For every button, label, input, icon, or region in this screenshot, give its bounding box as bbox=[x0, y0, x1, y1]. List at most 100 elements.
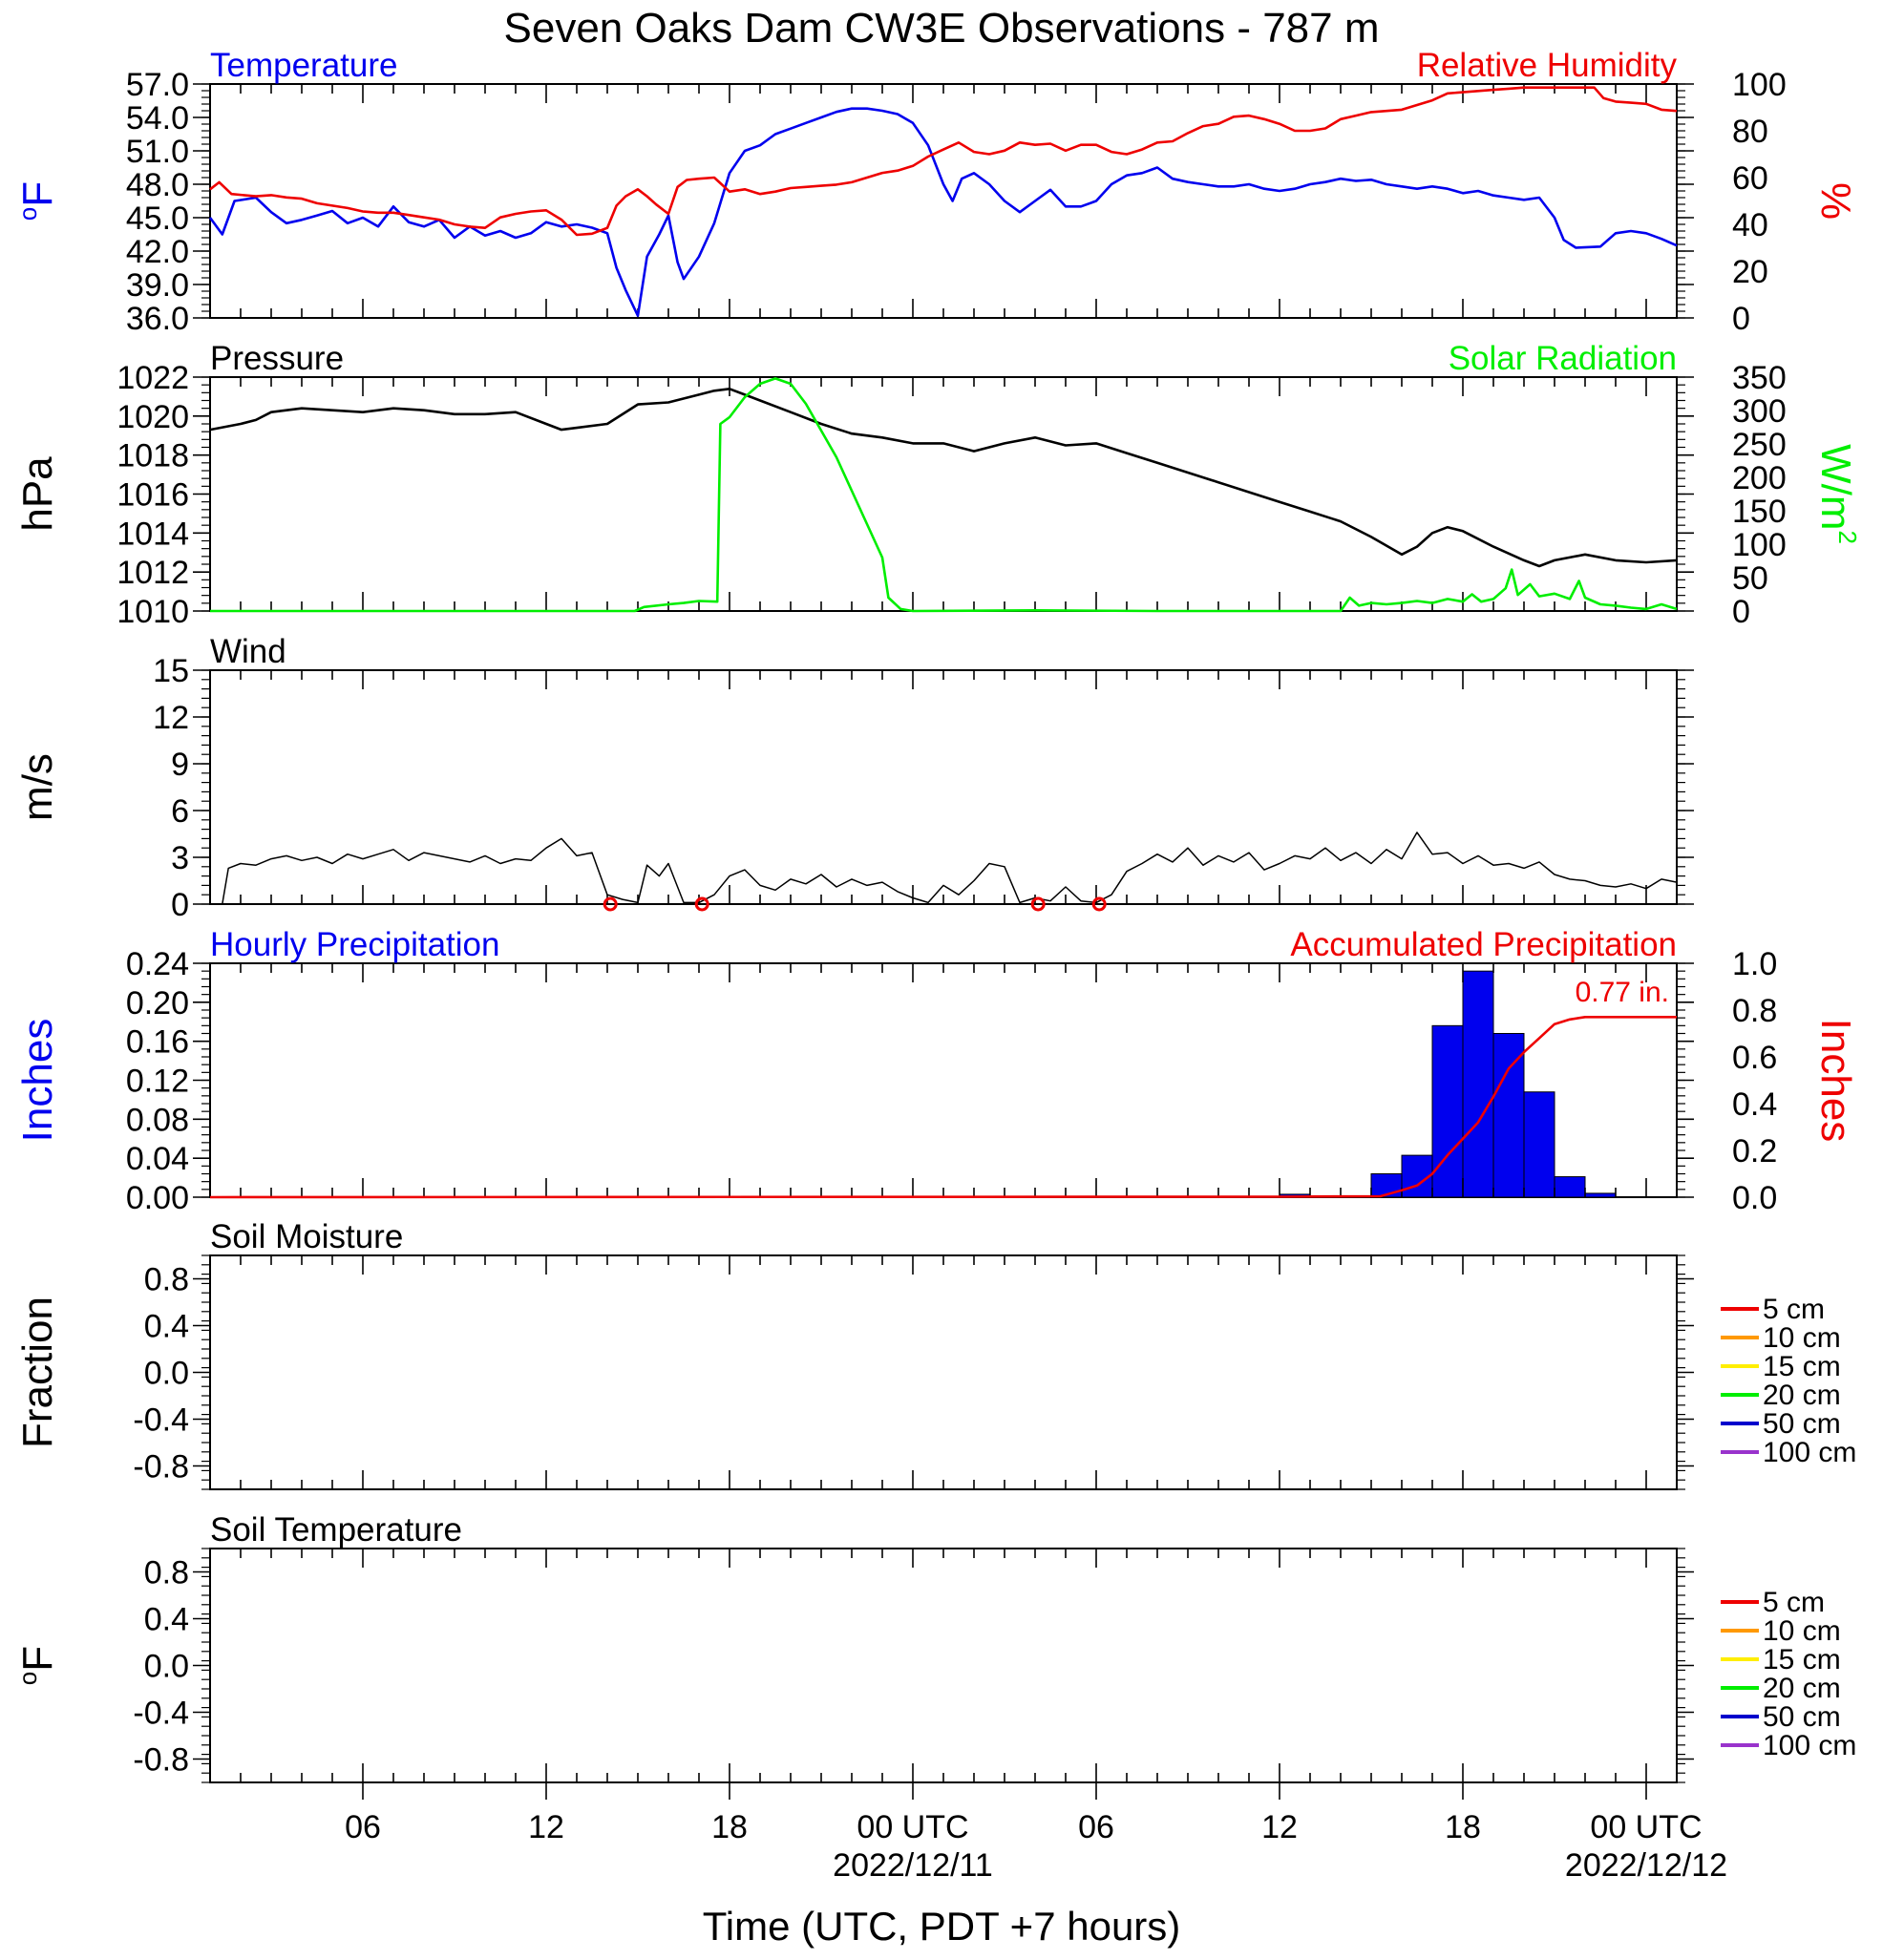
left-unit-label: hPa bbox=[14, 456, 61, 532]
right-tick-label: 0.0 bbox=[1732, 1180, 1777, 1216]
series-line-red bbox=[209, 86, 1678, 237]
legend-label: 20 cm bbox=[1763, 1380, 1841, 1411]
left-tick-label: 3 bbox=[171, 840, 189, 876]
left-tick-label: -0.8 bbox=[133, 1742, 189, 1779]
right-tick-label: 200 bbox=[1732, 460, 1787, 496]
right-tick-label: 0.2 bbox=[1732, 1133, 1777, 1170]
precip-bar bbox=[1584, 1192, 1617, 1198]
left-unit-label: Fraction bbox=[14, 1296, 61, 1448]
right-tick-label: 0.4 bbox=[1732, 1086, 1777, 1123]
right-tick-label: 100 bbox=[1732, 67, 1787, 103]
panel-pressure-solar: 1022102010181016101410121010350300250200… bbox=[14, 340, 1862, 630]
right-tick-label: 250 bbox=[1732, 427, 1787, 463]
plot-frame bbox=[209, 669, 1678, 905]
panel-title-right: Relative Humidity bbox=[1417, 47, 1678, 84]
left-tick-label: 6 bbox=[171, 793, 189, 830]
legend-label: 15 cm bbox=[1763, 1351, 1841, 1382]
right-tick-label: 300 bbox=[1732, 393, 1787, 430]
accumulated-total-label: 0.77 in. bbox=[1576, 977, 1669, 1008]
unit-superscript: 2 bbox=[1833, 530, 1862, 543]
legend-label: 15 cm bbox=[1763, 1644, 1841, 1675]
left-unit-label: Inches bbox=[14, 1019, 61, 1143]
precip-bar bbox=[1431, 1024, 1464, 1198]
left-tick-label: 1014 bbox=[116, 516, 189, 552]
left-tick-label: 0.24 bbox=[126, 946, 189, 982]
panel-temp-rh: 57.054.051.048.045.042.039.036.0 100 80 60 4… bbox=[13, 47, 1859, 337]
plot-frame bbox=[209, 83, 1678, 319]
left-tick-label: 0.0 bbox=[144, 1649, 189, 1685]
right-tick-label: 20 bbox=[1732, 254, 1768, 290]
left-tick-label: 39.0 bbox=[126, 267, 189, 304]
panel-precip: 0.240.200.160.120.080.040.00 1.0 0.8 0.6 0.4… bbox=[14, 926, 1859, 1216]
right-tick-label: 80 bbox=[1732, 114, 1768, 150]
time-tick-label: 06 bbox=[1078, 1809, 1114, 1845]
time-axis-label: Time (UTC, PDT +7 hours) bbox=[703, 1904, 1181, 1949]
left-tick-label: 42.0 bbox=[126, 234, 189, 270]
left-tick-label: 0.04 bbox=[126, 1141, 189, 1177]
left-tick-label: 45.0 bbox=[126, 200, 189, 237]
left-tick-label: 0.20 bbox=[126, 985, 189, 1022]
right-tick-label: 0 bbox=[1732, 594, 1750, 630]
time-tick-label: 18 bbox=[711, 1809, 748, 1845]
panel-wind: 15 12 9 6 3 0 Wind m/s bbox=[14, 633, 1694, 923]
legend-label: 20 cm bbox=[1763, 1673, 1841, 1704]
time-date-label: 2022/12/12 bbox=[1565, 1847, 1727, 1884]
series-line-black bbox=[209, 388, 1678, 568]
right-unit-label: % bbox=[1812, 182, 1859, 220]
panel-title-left: Hourly Precipitation bbox=[210, 926, 499, 963]
panel-title-left: Pressure bbox=[210, 340, 344, 377]
panel-soil-moisture: 0.8 0.4 0.0 -0.4 -0.8 Soil Moisture Fraction 5 … bbox=[14, 1218, 1856, 1490]
left-tick-label: 15 bbox=[153, 653, 189, 689]
left-tick-label: 1022 bbox=[116, 360, 189, 396]
left-tick-label: 0.16 bbox=[126, 1024, 189, 1061]
right-tick-label: 150 bbox=[1732, 494, 1787, 530]
left-tick-label: 1016 bbox=[116, 477, 189, 514]
right-tick-label: 0.8 bbox=[1732, 993, 1777, 1029]
left-unit-label: oF bbox=[13, 181, 61, 221]
panel-title-left: Temperature bbox=[210, 47, 397, 84]
left-tick-label: 57.0 bbox=[126, 67, 189, 103]
precip-bar bbox=[1554, 1176, 1586, 1198]
right-tick-label: 40 bbox=[1732, 207, 1768, 243]
legend-label: 100 cm bbox=[1763, 1437, 1856, 1468]
left-tick-label: 54.0 bbox=[126, 100, 189, 137]
legend-label: 5 cm bbox=[1763, 1294, 1825, 1325]
calm-wind-marker bbox=[694, 896, 709, 912]
series-line-black bbox=[210, 832, 1678, 905]
left-tick-label: 0.8 bbox=[144, 1262, 189, 1298]
left-tick-label: -0.4 bbox=[133, 1696, 189, 1732]
degree-o: o bbox=[13, 207, 42, 221]
left-tick-label: 1018 bbox=[116, 438, 189, 474]
left-tick-label: 12 bbox=[153, 700, 189, 736]
calm-wind-marker bbox=[1030, 896, 1046, 912]
legend-label: 50 cm bbox=[1763, 1408, 1841, 1440]
series-line-blue bbox=[208, 107, 1678, 317]
chart-title: Seven Oaks Dam CW3E Observations - 787 m bbox=[504, 5, 1380, 52]
series-line-red bbox=[209, 1016, 1677, 1199]
left-tick-label: 1010 bbox=[116, 594, 189, 630]
calm-wind-marker bbox=[1091, 896, 1107, 912]
right-tick-label: 60 bbox=[1732, 160, 1768, 197]
legend-label: 5 cm bbox=[1763, 1587, 1825, 1618]
left-tick-label: 0.0 bbox=[144, 1356, 189, 1392]
legend-label: 50 cm bbox=[1763, 1701, 1841, 1733]
legend-label: 10 cm bbox=[1763, 1322, 1841, 1354]
right-unit-label: Inches bbox=[1812, 1019, 1859, 1143]
panel-title-left: Soil Moisture bbox=[210, 1218, 403, 1255]
left-tick-label: 0.12 bbox=[126, 1064, 189, 1100]
left-tick-label: 0.00 bbox=[126, 1180, 189, 1216]
left-tick-label: 1020 bbox=[116, 399, 189, 435]
calm-wind-marker bbox=[603, 896, 618, 912]
time-tick-label: 06 bbox=[345, 1809, 381, 1845]
left-unit-label: oF bbox=[13, 1646, 61, 1685]
degree-o: o bbox=[13, 1672, 42, 1685]
left-tick-label: -0.4 bbox=[133, 1402, 189, 1439]
right-tick-label: 0.6 bbox=[1732, 1040, 1777, 1076]
right-tick-label: 50 bbox=[1732, 560, 1768, 597]
left-tick-label: 0.4 bbox=[144, 1602, 189, 1638]
precip-bar bbox=[1492, 1033, 1525, 1198]
left-tick-label: 36.0 bbox=[126, 301, 189, 337]
panels: 57.054.051.048.045.042.039.036.010080604… bbox=[13, 47, 1862, 1884]
right-tick-label: 1.0 bbox=[1732, 946, 1777, 982]
left-tick-label: 0.08 bbox=[126, 1102, 189, 1138]
